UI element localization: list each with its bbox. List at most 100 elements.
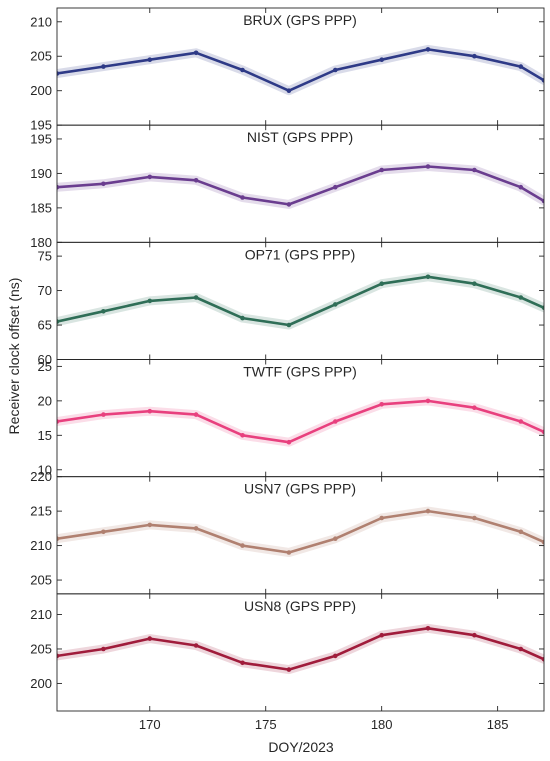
data-point-twtf xyxy=(57,419,60,424)
x-tick-label: 170 xyxy=(139,717,161,732)
y-tick-label: 210 xyxy=(30,14,52,29)
data-point-usn8 xyxy=(472,632,477,638)
x-tick-label: 175 xyxy=(255,717,277,732)
series-line-twtf xyxy=(57,399,544,444)
data-point-usn8 xyxy=(286,667,292,672)
data-point-nist xyxy=(286,202,292,207)
y-tick-label: 190 xyxy=(30,166,52,181)
y-tick-label: 20 xyxy=(38,393,52,408)
panel-title-usn8: USN8 (GPS PPP) xyxy=(244,598,356,614)
data-point-brux xyxy=(518,64,524,69)
data-point-usn8 xyxy=(425,626,431,631)
data-point-nist xyxy=(147,174,153,180)
data-point-usn8 xyxy=(518,646,524,652)
panel-title-twtf: TWTF (GPS PPP) xyxy=(243,364,357,380)
data-point-op71 xyxy=(147,298,153,304)
panels: 195 200 205 210 BRUX (GPS PPP) 180 185 190 195 NI… xyxy=(30,7,545,732)
data-point-usn8 xyxy=(541,657,544,662)
data-point-op71 xyxy=(286,322,292,328)
y-tick-label: 25 xyxy=(38,359,52,374)
data-point-brux xyxy=(541,78,544,83)
x-axis-label: DOY/2023 xyxy=(268,739,334,755)
series-line-nist xyxy=(57,165,544,206)
data-point-usn8 xyxy=(147,636,153,641)
data-point-nist xyxy=(57,184,60,190)
data-point-brux xyxy=(57,71,60,76)
data-point-op71 xyxy=(379,281,385,287)
data-point-nist xyxy=(425,164,431,169)
y-tick-label: 75 xyxy=(38,249,52,264)
data-point-usn7 xyxy=(472,515,477,521)
data-point-brux xyxy=(425,47,431,52)
y-tick-label: 180 xyxy=(30,235,52,250)
data-point-twtf xyxy=(240,433,245,438)
data-point-nist xyxy=(240,195,245,200)
y-tick-label: 210 xyxy=(30,538,52,553)
data-point-twtf xyxy=(101,412,106,417)
data-point-twtf xyxy=(472,405,477,411)
y-tick-label: 70 xyxy=(38,283,52,298)
panel-op71: 60 65 70 75 OP71 (GPS PPP) xyxy=(38,241,545,367)
data-point-usn8 xyxy=(333,653,338,659)
panel-nist: 180 185 190 195 NIST (GPS PPP) xyxy=(30,124,545,250)
axes-frame-usn8 xyxy=(56,593,545,712)
panel-title-op71: OP71 (GPS PPP) xyxy=(245,246,355,262)
panel-twtf: 10 15 20 25 TWTF (GPS PPP) xyxy=(38,359,545,477)
data-point-usn7 xyxy=(518,529,524,535)
data-point-op71 xyxy=(101,309,106,314)
panel-title-brux: BRUX (GPS PPP) xyxy=(243,12,357,28)
y-tick-label: 65 xyxy=(38,318,52,333)
x-tick-label: 185 xyxy=(487,717,509,732)
data-point-usn7 xyxy=(333,536,338,541)
y-tick-label: 205 xyxy=(30,49,52,64)
data-point-usn7 xyxy=(240,543,245,548)
panel-usn7: 205 210 215 220 USN7 (GPS PPP) xyxy=(30,469,545,595)
data-point-nist xyxy=(541,198,544,204)
data-point-usn7 xyxy=(541,539,544,545)
data-point-usn7 xyxy=(147,522,153,528)
y-axis-label: Receiver clock offset (ns) xyxy=(6,278,22,435)
y-tick-label: 185 xyxy=(30,200,52,215)
data-point-usn7 xyxy=(379,515,385,521)
data-point-nist xyxy=(101,181,106,187)
data-point-nist xyxy=(379,167,385,173)
data-point-usn7 xyxy=(286,550,292,555)
series-line-usn7 xyxy=(57,509,544,554)
y-tick-label: 210 xyxy=(30,607,52,622)
data-point-op71 xyxy=(472,281,477,287)
data-point-twtf xyxy=(518,419,524,424)
data-point-brux xyxy=(286,88,292,93)
data-point-brux xyxy=(472,53,477,59)
y-tick-label: 205 xyxy=(30,641,52,656)
y-tick-label: 200 xyxy=(30,676,52,691)
data-point-nist xyxy=(193,178,199,183)
data-point-nist xyxy=(333,184,338,190)
data-point-usn8 xyxy=(240,660,245,666)
data-point-op71 xyxy=(425,274,431,280)
data-point-usn8 xyxy=(57,653,60,659)
data-point-op71 xyxy=(57,319,60,324)
data-point-brux xyxy=(379,57,385,62)
y-tick-label: 10 xyxy=(38,462,52,477)
y-tick-label: 60 xyxy=(38,352,52,367)
data-point-op71 xyxy=(193,295,199,300)
data-point-usn7 xyxy=(101,529,106,535)
panel-title-nist: NIST (GPS PPP) xyxy=(247,129,353,145)
data-point-op71 xyxy=(240,315,245,321)
data-point-twtf xyxy=(193,412,199,417)
data-point-brux xyxy=(193,50,199,56)
series-line-op71 xyxy=(57,275,544,327)
y-tick-label: 215 xyxy=(30,504,52,519)
data-point-op71 xyxy=(541,305,544,311)
data-point-usn7 xyxy=(425,508,431,514)
x-tick-label: 180 xyxy=(371,717,393,732)
data-point-brux xyxy=(147,57,153,62)
data-point-usn7 xyxy=(57,536,60,541)
data-point-op71 xyxy=(333,302,338,307)
data-point-twtf xyxy=(286,439,292,445)
data-point-usn8 xyxy=(101,646,106,652)
data-point-nist xyxy=(518,184,524,190)
y-tick-label: 220 xyxy=(30,469,52,484)
panel-usn8: 200 205 210 170 175 180 185 USN8 (GPS PPP) xyxy=(30,593,545,732)
